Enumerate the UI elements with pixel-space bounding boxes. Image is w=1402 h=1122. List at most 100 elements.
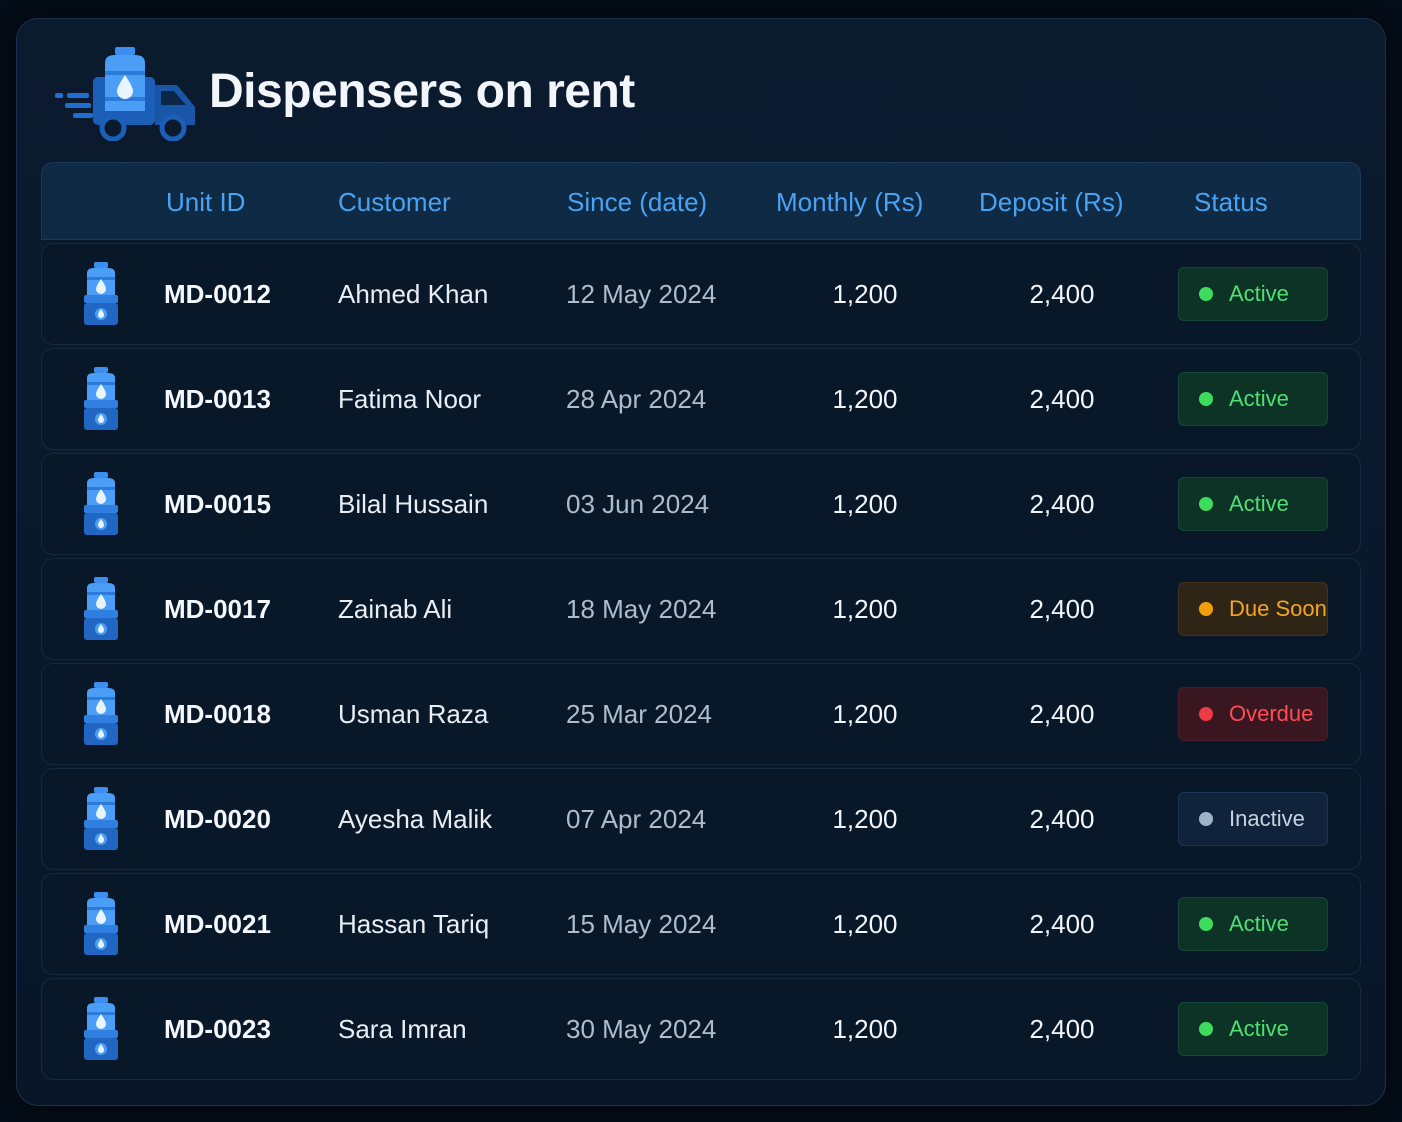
status-cell: Inactive xyxy=(1178,769,1328,869)
panel-header: Dispensers on rent xyxy=(53,41,635,141)
dispenser-icon-cell xyxy=(76,454,126,554)
since-date: 25 Mar 2024 xyxy=(566,699,712,729)
status-badge[interactable]: Due Soon xyxy=(1178,582,1328,636)
dispenser-icon-cell xyxy=(76,769,126,869)
water-dispenser-icon xyxy=(84,262,118,325)
status-badge[interactable]: Active xyxy=(1178,372,1328,426)
unit-id: MD-0023 xyxy=(164,1014,271,1044)
table-row[interactable]: MD-0013 Fatima Noor 28 Apr 2024 1,200 2,… xyxy=(41,348,1361,450)
status-label: Active xyxy=(1229,491,1289,516)
since-date: 18 May 2024 xyxy=(566,594,717,624)
table-row[interactable]: MD-0012 Ahmed Khan 12 May 2024 1,200 2,4… xyxy=(41,243,1361,345)
dispenser-icon-cell xyxy=(76,664,126,764)
customer-name: Fatima Noor xyxy=(338,384,482,414)
delivery-truck-icon xyxy=(55,47,195,141)
dispenser-icon-cell xyxy=(76,559,126,659)
since-date: 30 May 2024 xyxy=(566,1014,717,1044)
monthly-amount: 1,200 xyxy=(832,384,898,414)
status-badge[interactable]: Inactive xyxy=(1178,792,1328,846)
water-dispenser-icon xyxy=(84,367,118,430)
unit-id: MD-0020 xyxy=(164,804,271,834)
dispenser-icon-cell xyxy=(76,979,126,1079)
customer-name: Ayesha Malik xyxy=(338,804,493,834)
status-dot-icon xyxy=(1199,287,1213,301)
status-cell: Active xyxy=(1178,244,1328,344)
customer-name: Hassan Tariq xyxy=(338,909,490,939)
column-header-since[interactable]: Since (date) xyxy=(567,187,708,217)
monthly-amount: 1,200 xyxy=(832,594,898,624)
water-dispenser-icon xyxy=(84,472,118,535)
customer-name: Usman Raza xyxy=(338,699,489,729)
since-date: 12 May 2024 xyxy=(566,279,717,309)
page-title: Dispensers on rent xyxy=(209,64,635,118)
deposit-amount: 2,400 xyxy=(1029,699,1095,729)
deposit-amount: 2,400 xyxy=(1029,489,1095,519)
water-dispenser-icon xyxy=(84,787,118,850)
column-header-unit-id[interactable]: Unit ID xyxy=(166,187,246,217)
status-cell: Active xyxy=(1178,349,1328,449)
status-cell: Due Soon xyxy=(1178,559,1328,659)
monthly-amount: 1,200 xyxy=(832,804,898,834)
status-cell: Active xyxy=(1178,874,1328,974)
water-dispenser-icon xyxy=(84,997,118,1060)
status-dot-icon xyxy=(1199,1022,1213,1036)
monthly-amount: 1,200 xyxy=(832,909,898,939)
monthly-amount: 1,200 xyxy=(832,489,898,519)
water-dispenser-icon xyxy=(84,892,118,955)
status-badge[interactable]: Active xyxy=(1178,1002,1328,1056)
status-label: Active xyxy=(1229,281,1289,306)
rentals-table: Unit ID Customer Since (date) Monthly (R… xyxy=(41,162,1361,1080)
status-label: Active xyxy=(1229,911,1289,936)
water-dispenser-icon xyxy=(84,577,118,640)
status-label: Active xyxy=(1229,1016,1289,1041)
unit-id: MD-0021 xyxy=(164,909,271,939)
monthly-amount: 1,200 xyxy=(832,1014,898,1044)
deposit-amount: 2,400 xyxy=(1029,594,1095,624)
status-cell: Active xyxy=(1178,979,1328,1079)
since-date: 28 Apr 2024 xyxy=(566,384,707,414)
dispenser-icon-cell xyxy=(76,244,126,344)
monthly-amount: 1,200 xyxy=(832,279,898,309)
customer-name: Bilal Hussain xyxy=(338,489,489,519)
unit-id: MD-0018 xyxy=(164,699,271,729)
deposit-amount: 2,400 xyxy=(1029,804,1095,834)
status-cell: Overdue xyxy=(1178,664,1328,764)
status-label: Overdue xyxy=(1229,701,1314,726)
column-header-customer[interactable]: Customer xyxy=(338,187,451,217)
status-badge[interactable]: Overdue xyxy=(1178,687,1328,741)
status-badge[interactable]: Active xyxy=(1178,477,1328,531)
status-dot-icon xyxy=(1199,812,1213,826)
table-body: MD-0012 Ahmed Khan 12 May 2024 1,200 2,4… xyxy=(41,243,1361,1080)
deposit-amount: 2,400 xyxy=(1029,1014,1095,1044)
table-row[interactable]: MD-0023 Sara Imran 30 May 2024 1,200 2,4… xyxy=(41,978,1361,1080)
since-date: 15 May 2024 xyxy=(566,909,717,939)
customer-name: Sara Imran xyxy=(338,1014,467,1044)
deposit-amount: 2,400 xyxy=(1029,384,1095,414)
table-row[interactable]: MD-0020 Ayesha Malik 07 Apr 2024 1,200 2… xyxy=(41,768,1361,870)
table-row[interactable]: MD-0018 Usman Raza 25 Mar 2024 1,200 2,4… xyxy=(41,663,1361,765)
customer-name: Zainab Ali xyxy=(338,594,453,624)
dispenser-icon-cell xyxy=(76,874,126,974)
status-dot-icon xyxy=(1199,497,1213,511)
unit-id: MD-0013 xyxy=(164,384,271,414)
status-cell: Active xyxy=(1178,454,1328,554)
unit-id: MD-0017 xyxy=(164,594,271,624)
deposit-amount: 2,400 xyxy=(1029,279,1095,309)
column-header-deposit[interactable]: Deposit (Rs) xyxy=(979,187,1124,217)
status-badge[interactable]: Active xyxy=(1178,267,1328,321)
table-row[interactable]: MD-0017 Zainab Ali 18 May 2024 1,200 2,4… xyxy=(41,558,1361,660)
status-label: Due Soon xyxy=(1229,596,1327,621)
column-header-status[interactable]: Status xyxy=(1194,187,1268,217)
status-dot-icon xyxy=(1199,917,1213,931)
status-dot-icon xyxy=(1199,707,1213,721)
water-dispenser-icon xyxy=(84,682,118,745)
status-label: Inactive xyxy=(1229,806,1305,831)
table-row[interactable]: MD-0021 Hassan Tariq 15 May 2024 1,200 2… xyxy=(41,873,1361,975)
deposit-amount: 2,400 xyxy=(1029,909,1095,939)
column-header-monthly[interactable]: Monthly (Rs) xyxy=(776,187,924,217)
since-date: 07 Apr 2024 xyxy=(566,804,707,834)
status-dot-icon xyxy=(1199,602,1213,616)
status-label: Active xyxy=(1229,386,1289,411)
status-badge[interactable]: Active xyxy=(1178,897,1328,951)
table-row[interactable]: MD-0015 Bilal Hussain 03 Jun 2024 1,200 … xyxy=(41,453,1361,555)
